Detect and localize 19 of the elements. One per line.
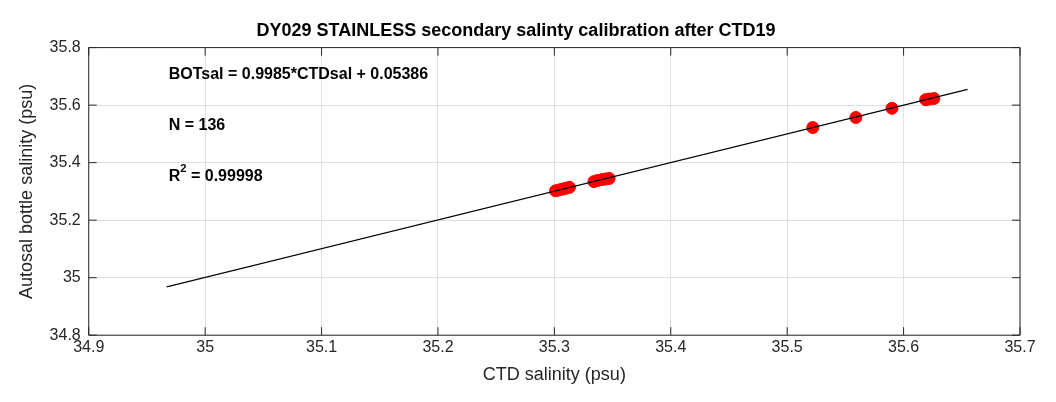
x-tick-label: 35.2 [422, 338, 454, 356]
x-tick-label: 35.6 [888, 338, 920, 356]
annotation: BOTsal = 0.9985*CTDsal + 0.05386 [168, 65, 429, 83]
annotation: N = 136 [168, 116, 226, 134]
x-axis-title: CTD salinity (psu) [482, 364, 626, 385]
chart-title: DY029 STAINLESS secondary salinty calibration after CTD19 [256, 19, 776, 40]
x-tick-label: 35.4 [655, 338, 687, 356]
x-tick-label: 35.7 [1004, 338, 1036, 356]
y-tick-label: 35 [62, 268, 81, 286]
x-tick-label: 35 [196, 338, 215, 356]
y-axis-title: Autosal bottle salinity (psu) [15, 83, 36, 299]
y-tick-label: 35.6 [49, 95, 81, 113]
y-tick-label: 35.2 [49, 210, 81, 228]
x-tick-label: 35.1 [305, 338, 338, 356]
y-tick-label: 35.4 [49, 153, 81, 171]
x-tick-label: 35.3 [538, 338, 571, 356]
y-tick-label: 35.8 [49, 38, 81, 56]
x-tick-label: 35.5 [771, 338, 803, 356]
x-tick-label: 34.9 [73, 338, 105, 356]
